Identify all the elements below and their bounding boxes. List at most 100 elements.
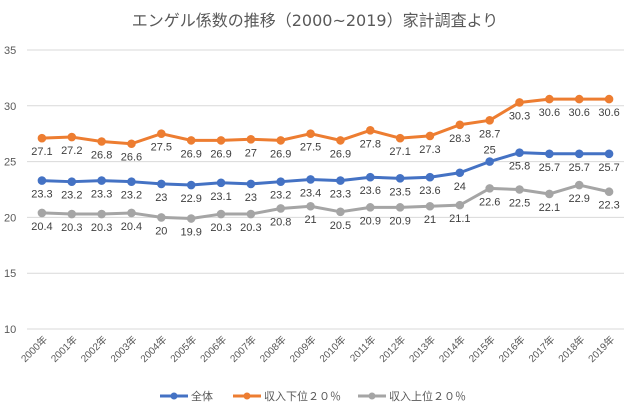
- data-label: 23.6: [419, 185, 440, 197]
- data-label: 23.2: [61, 190, 82, 202]
- data-point: [545, 94, 554, 104]
- y-tick-label: 35: [4, 45, 16, 57]
- data-label: 23.3: [31, 189, 52, 201]
- data-point: [186, 180, 196, 190]
- data-point: [67, 209, 77, 219]
- data-point: [395, 174, 405, 183]
- data-point: [306, 129, 315, 138]
- data-point: [515, 185, 524, 194]
- data-label: 27.5: [300, 142, 321, 154]
- data-label: 23.3: [91, 189, 112, 201]
- data-point: [37, 208, 47, 218]
- data-point: [216, 178, 226, 188]
- data-point: [276, 136, 286, 145]
- data-label: 25.8: [509, 161, 530, 173]
- data-label: 25.7: [598, 162, 619, 174]
- data-point: [216, 136, 226, 145]
- x-tick-label: 2011年: [347, 333, 378, 364]
- x-tick-label: 2017年: [525, 333, 557, 365]
- data-label: 26.9: [270, 148, 291, 160]
- legend-swatch-marker: [368, 392, 376, 400]
- data-label: 27.1: [389, 146, 410, 158]
- series-line: [40, 97, 611, 146]
- data-label: 21: [424, 214, 436, 226]
- data-point: [186, 136, 196, 145]
- x-tick-label: 2000年: [18, 333, 50, 365]
- data-label: 23.6: [360, 185, 381, 197]
- data-point: [336, 136, 345, 145]
- data-label: 20.9: [389, 215, 410, 227]
- x-tick-label: 2012年: [376, 333, 408, 365]
- data-label: 26.9: [180, 148, 201, 160]
- data-point: [336, 207, 345, 217]
- data-label: 26.6: [121, 152, 142, 164]
- series-line: [40, 183, 611, 221]
- data-point: [604, 149, 614, 159]
- data-point: [574, 149, 584, 159]
- data-label: 27: [245, 147, 257, 159]
- data-point: [157, 129, 166, 138]
- legend-label: 収入上位２０％: [389, 389, 466, 403]
- series-line: [40, 151, 611, 187]
- data-label: 27.5: [151, 142, 172, 154]
- data-point: [455, 120, 465, 130]
- data-point: [67, 132, 77, 142]
- data-point: [485, 184, 494, 193]
- data-label: 20.9: [360, 215, 381, 227]
- data-label: 20: [155, 225, 167, 237]
- data-label: 20.3: [240, 222, 261, 234]
- data-label: 23.1: [210, 191, 231, 203]
- data-label: 22.9: [569, 193, 590, 205]
- data-label: 21: [304, 214, 316, 226]
- data-label: 20.5: [330, 220, 351, 232]
- data-label: 30.6: [598, 107, 619, 119]
- legend-swatch-marker: [170, 392, 178, 400]
- data-label: 23.5: [389, 186, 410, 198]
- data-label: 22.3: [598, 200, 619, 212]
- data-label: 30.6: [539, 107, 560, 119]
- data-label: 30.6: [569, 107, 590, 119]
- data-point: [216, 209, 226, 219]
- data-label: 22.9: [180, 193, 201, 205]
- data-point: [574, 94, 584, 104]
- x-tick-label: 2004年: [137, 333, 169, 365]
- data-point: [246, 134, 256, 144]
- data-point: [425, 172, 435, 182]
- legend-label: 全体: [191, 389, 213, 403]
- x-tick-label: 2019年: [585, 333, 617, 365]
- data-label: 23.3: [330, 189, 351, 201]
- data-point: [604, 94, 614, 104]
- x-tick-label: 2013年: [406, 333, 438, 365]
- data-point: [604, 187, 614, 197]
- data-label: 28.3: [449, 133, 470, 145]
- data-point: [37, 176, 47, 185]
- data-point: [365, 172, 375, 182]
- data-label: 20.8: [270, 216, 291, 228]
- data-point: [246, 179, 256, 189]
- data-point: [97, 137, 106, 146]
- data-point: [37, 133, 47, 143]
- chart-title: エンゲル係数の推移（2000~2019）家計調査より: [132, 11, 499, 30]
- data-point: [127, 139, 136, 149]
- x-tick-label: 2007年: [227, 333, 259, 365]
- data-point: [186, 214, 196, 223]
- data-label: 25.7: [539, 162, 560, 174]
- data-point: [157, 213, 166, 222]
- y-tick-label: 15: [4, 268, 16, 280]
- data-point: [485, 157, 494, 166]
- data-label: 27.1: [31, 146, 52, 158]
- legend: 全体 収入下位２０％ 収入上位２０％: [160, 389, 466, 403]
- data-point: [395, 133, 405, 143]
- x-tick-label: 2005年: [167, 333, 199, 365]
- data-point: [336, 176, 345, 185]
- data-point: [97, 176, 106, 185]
- x-tick-label: 2001年: [48, 333, 80, 365]
- data-label: 26.9: [330, 148, 351, 160]
- data-label: 23.2: [270, 190, 291, 202]
- y-axis: 10 15 20 25 30 35: [4, 45, 16, 336]
- data-point: [276, 177, 286, 186]
- x-tick-label: 2010年: [317, 333, 349, 365]
- data-label: 23: [155, 192, 167, 204]
- data-point: [455, 168, 465, 178]
